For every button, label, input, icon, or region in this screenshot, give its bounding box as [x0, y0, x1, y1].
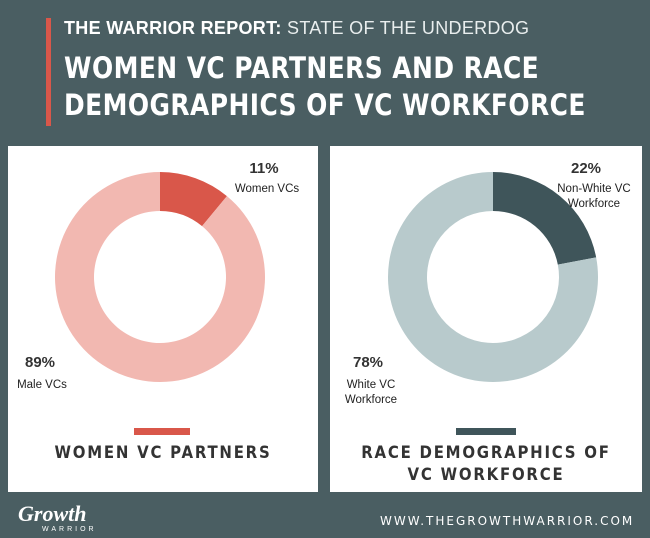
male-vcs-percent-label: 89% — [24, 354, 56, 371]
race-demographics-donut-chart — [388, 172, 598, 382]
report-header: THE WARRIOR REPORT: STATE OF THE UNDERDO… — [0, 0, 650, 138]
white-label-line-1: White VC — [346, 379, 396, 391]
women-vc-slice-1 — [55, 172, 266, 382]
growth-warrior-logo: Growth — [18, 501, 87, 526]
white-label-line-2: Workforce — [344, 394, 398, 406]
women-vc-donut-chart — [55, 172, 266, 382]
male-vcs-label: Male VCs — [17, 379, 67, 391]
report-kicker-bold: THE WARRIOR REPORT: — [64, 18, 282, 38]
non-white-label: Non-White VC Workforce — [548, 182, 640, 212]
website-url[interactable]: WWW.THEGROWTHWARRIOR.COM — [380, 514, 635, 528]
accent-bar — [46, 18, 51, 126]
race-demographics-panel: 22% Non-White VC Workforce 78% White VC … — [330, 146, 642, 492]
report-kicker: THE WARRIOR REPORT: STATE OF THE UNDERDO… — [64, 18, 529, 39]
non-white-percent-label: 22% — [570, 160, 602, 177]
race-caption-line-1: RACE DEMOGRAPHICS OF — [361, 443, 611, 463]
women-vc-slice-0 — [160, 172, 227, 227]
women-vcs-percent-label: 11% — [249, 160, 279, 177]
race-demographics-caption: RACE DEMOGRAPHICS OF VC WORKFORCE — [358, 442, 615, 486]
page-title-line-2: DEMOGRAPHICS OF VC WORKFORCE — [64, 88, 586, 122]
women-vcs-label: Women VCs — [234, 183, 300, 195]
non-white-label-line-2: Workforce — [567, 198, 621, 210]
women-vc-legend-swatch — [134, 428, 190, 435]
growth-warrior-logo-sub: WARRIOR — [42, 526, 97, 533]
women-vc-partners-panel: 11% Women VCs 89% Male VCs WOMEN VC PART… — [8, 146, 318, 492]
white-label: White VC Workforce — [338, 378, 404, 408]
report-kicker-subtitle: STATE OF THE UNDERDOG — [287, 18, 530, 38]
white-percent-label: 78% — [352, 354, 384, 371]
women-vc-partners-caption: WOMEN VC PARTNERS — [54, 443, 272, 463]
page-title: WOMEN VC PARTNERS AND RACE DEMOGRAPHICS … — [64, 50, 586, 124]
page-title-line-1: WOMEN VC PARTNERS AND RACE — [64, 51, 540, 85]
race-slice-0 — [493, 172, 597, 265]
race-caption-line-2: VC WORKFORCE — [407, 465, 565, 485]
race-legend-swatch — [456, 428, 516, 435]
non-white-label-line-1: Non-White VC — [557, 183, 631, 195]
footer: Growth WARRIOR WWW.THEGROWTHWARRIOR.COM — [0, 500, 650, 538]
race-slice-1 — [388, 172, 598, 382]
